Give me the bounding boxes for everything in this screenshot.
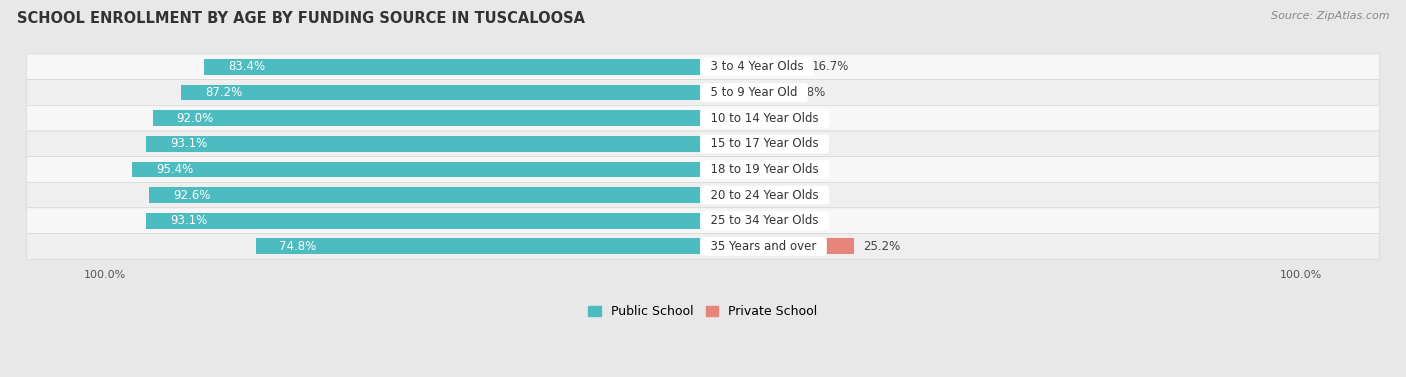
Text: 10 to 14 Year Olds: 10 to 14 Year Olds: [703, 112, 827, 125]
FancyBboxPatch shape: [27, 182, 1379, 208]
Text: 25 to 34 Year Olds: 25 to 34 Year Olds: [703, 214, 825, 227]
Bar: [703, 110, 751, 126]
FancyBboxPatch shape: [27, 131, 1379, 156]
Text: 93.1%: 93.1%: [170, 137, 207, 150]
Bar: [703, 84, 779, 101]
Bar: [181, 84, 703, 101]
Text: 18 to 19 Year Olds: 18 to 19 Year Olds: [703, 163, 827, 176]
Text: 16.7%: 16.7%: [811, 60, 849, 74]
Text: 6.9%: 6.9%: [754, 214, 783, 227]
Text: 3 to 4 Year Olds: 3 to 4 Year Olds: [703, 60, 811, 74]
Text: 15 to 17 Year Olds: 15 to 17 Year Olds: [703, 137, 827, 150]
Text: Source: ZipAtlas.com: Source: ZipAtlas.com: [1271, 11, 1389, 21]
Text: 6.9%: 6.9%: [754, 137, 783, 150]
Bar: [153, 110, 703, 126]
FancyBboxPatch shape: [27, 80, 1379, 105]
Text: 95.4%: 95.4%: [156, 163, 194, 176]
Bar: [703, 238, 853, 254]
Text: 92.0%: 92.0%: [177, 112, 214, 125]
Bar: [146, 136, 703, 152]
FancyBboxPatch shape: [27, 234, 1379, 259]
Bar: [703, 136, 744, 152]
Text: 83.4%: 83.4%: [228, 60, 266, 74]
Text: 8.0%: 8.0%: [759, 112, 789, 125]
Text: 35 Years and over: 35 Years and over: [703, 240, 824, 253]
Bar: [146, 213, 703, 229]
Text: SCHOOL ENROLLMENT BY AGE BY FUNDING SOURCE IN TUSCALOOSA: SCHOOL ENROLLMENT BY AGE BY FUNDING SOUR…: [17, 11, 585, 26]
Text: 92.6%: 92.6%: [173, 188, 211, 202]
Bar: [204, 59, 703, 75]
Bar: [703, 161, 731, 178]
Legend: Public School, Private School: Public School, Private School: [588, 305, 818, 319]
Bar: [149, 187, 703, 203]
Text: 7.4%: 7.4%: [756, 188, 786, 202]
Bar: [703, 187, 747, 203]
Text: 25.2%: 25.2%: [863, 240, 900, 253]
FancyBboxPatch shape: [27, 208, 1379, 234]
FancyBboxPatch shape: [27, 105, 1379, 131]
Bar: [256, 238, 703, 254]
Text: 93.1%: 93.1%: [170, 214, 207, 227]
Text: 87.2%: 87.2%: [205, 86, 242, 99]
FancyBboxPatch shape: [27, 156, 1379, 182]
Text: 4.6%: 4.6%: [740, 163, 769, 176]
Text: 5 to 9 Year Old: 5 to 9 Year Old: [703, 86, 806, 99]
Text: 20 to 24 Year Olds: 20 to 24 Year Olds: [703, 188, 827, 202]
Bar: [132, 161, 703, 178]
Bar: [703, 59, 803, 75]
FancyBboxPatch shape: [27, 54, 1379, 80]
Text: 74.8%: 74.8%: [280, 240, 316, 253]
Bar: [703, 213, 744, 229]
Text: 12.8%: 12.8%: [789, 86, 825, 99]
